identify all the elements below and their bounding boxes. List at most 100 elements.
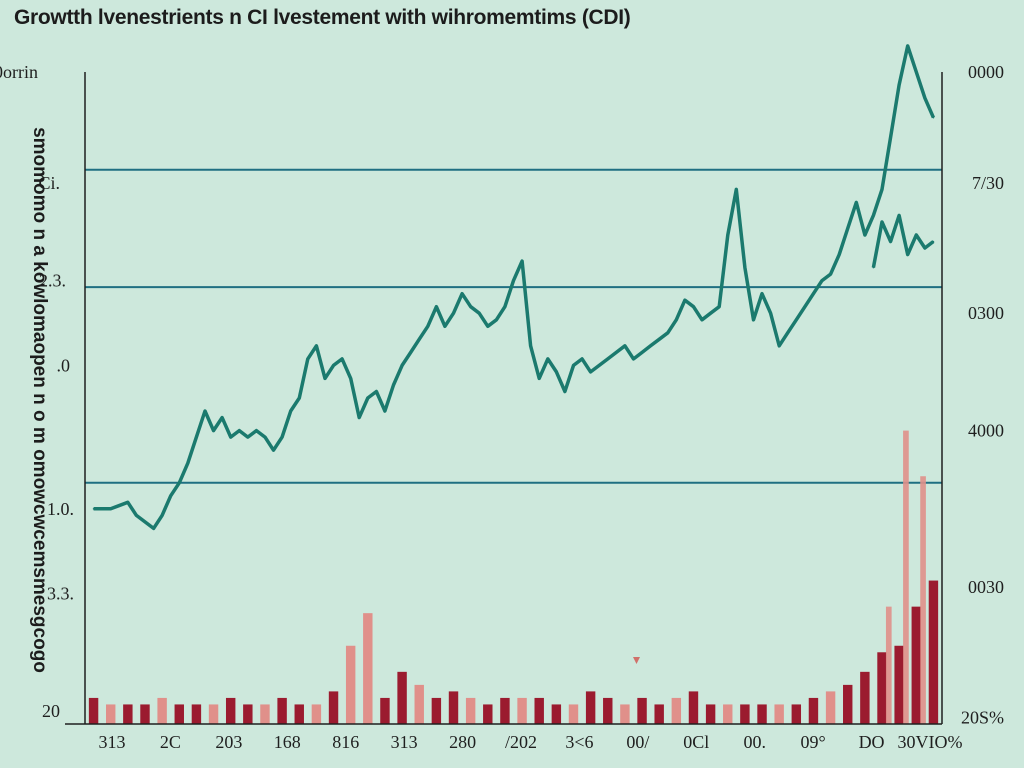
bar-highlight-47 [885, 606, 892, 724]
bar-40 [774, 704, 784, 724]
series-1-point-2 [889, 240, 892, 243]
series-0-point-54 [581, 358, 583, 360]
bar-23 [483, 704, 493, 724]
bar-33 [654, 704, 664, 724]
bar-highlight-49 [920, 476, 926, 724]
series-0-point-69 [709, 312, 712, 315]
x-tick-3: 168 [274, 732, 301, 752]
left-tick-6: 20 [42, 701, 60, 721]
series-0-point-76 [769, 312, 772, 315]
bar-31 [620, 704, 630, 724]
series-0-point-48 [529, 345, 532, 347]
series-0-point-7 [178, 481, 181, 484]
bar-7 [208, 704, 219, 724]
series-0-point-55 [589, 371, 592, 373]
x-tick-4: 816 [332, 732, 359, 752]
series-1-point-3 [898, 214, 900, 217]
series-0-point-24 [324, 377, 326, 380]
series-0-point-59 [624, 345, 626, 347]
series-0-point-23 [315, 345, 318, 347]
series-0-point-40 [461, 292, 463, 295]
left-tick-4: 1.0. [47, 499, 74, 519]
series-1-point-4 [906, 253, 909, 256]
series-0-point-70 [718, 305, 720, 308]
series-0-point-91 [898, 84, 900, 86]
marker [633, 657, 640, 664]
bar-38 [740, 704, 750, 724]
bar-22 [465, 697, 476, 724]
series-0-point-33 [401, 364, 403, 367]
series-0-point-74 [752, 318, 755, 321]
bar-36 [705, 704, 716, 724]
series-0-point-0 [92, 508, 95, 510]
series-line-0 [93, 44, 936, 531]
bar-30 [603, 697, 613, 724]
series-0-point-32 [392, 384, 395, 386]
bar-series [88, 430, 939, 724]
bar-37 [723, 704, 733, 724]
x-tick-10: 0Cl [683, 732, 709, 752]
x-tick-0: 313 [99, 732, 126, 752]
bar-0 [88, 697, 99, 724]
series-0-point-29 [367, 397, 369, 399]
x-tick-1: 2C [160, 732, 181, 752]
series-0-point-11 [212, 429, 215, 432]
bar-43 [825, 691, 836, 724]
series-0-point-46 [512, 279, 515, 282]
series-0-point-84 [838, 253, 840, 256]
right-tick-1: 7/30 [972, 173, 1004, 193]
bar-21 [448, 691, 459, 724]
bar-3 [140, 704, 150, 724]
series-0-point-66 [684, 299, 686, 302]
x-tick-6: 280 [449, 732, 476, 752]
right-tick-2: 0300 [968, 303, 1004, 323]
right-tick-4: 0030 [968, 577, 1004, 597]
bar-25 [517, 697, 527, 724]
series-0-point-2 [127, 501, 129, 504]
series-0-point-4 [152, 527, 155, 530]
line-series [92, 44, 936, 531]
series-1-point-6 [924, 247, 926, 249]
series-0-point-51 [555, 371, 558, 373]
bar-47 [894, 645, 904, 724]
series-0-point-94 [924, 97, 926, 99]
series-0-point-21 [298, 397, 301, 399]
series-0-point-79 [795, 318, 798, 321]
series-0-point-36 [427, 325, 429, 328]
series-0-point-85 [846, 227, 849, 230]
series-0-point-71 [726, 234, 729, 236]
series-0-point-90 [889, 136, 892, 138]
bar-46 [877, 652, 887, 724]
bar-13 [311, 704, 322, 724]
series-0-point-58 [615, 351, 618, 354]
series-0-point-26 [341, 358, 343, 360]
series-0-point-67 [692, 305, 695, 308]
x-tick-7: /202 [505, 732, 537, 752]
y-axis-label: smomomo n a kowlomaopen n o m omowcwcems… [29, 127, 50, 673]
series-0-point-52 [564, 390, 566, 393]
series-0-point-14 [238, 429, 241, 432]
left-tick-2: 2.3. [39, 271, 66, 291]
bar-49 [928, 580, 939, 724]
bar-11 [277, 697, 287, 724]
bar-14 [328, 691, 339, 724]
right-tick-0: 0000 [968, 62, 1004, 82]
bar-6 [191, 704, 202, 724]
series-0-point-65 [675, 318, 678, 321]
series-0-point-50 [546, 358, 549, 360]
series-0-point-92 [906, 45, 909, 47]
series-0-point-28 [358, 416, 361, 419]
series-0-point-63 [658, 338, 660, 341]
bar-19 [414, 684, 424, 724]
bar-34 [671, 697, 682, 724]
bar-2 [123, 704, 133, 724]
bar-42 [808, 697, 819, 724]
series-0-point-64 [666, 332, 669, 334]
x-tick-14: 30VIO% [898, 732, 963, 752]
series-0-point-30 [375, 390, 378, 393]
bar-45 [860, 671, 870, 724]
series-0-point-53 [572, 364, 575, 367]
series-0-point-37 [435, 305, 438, 308]
gridlines [85, 168, 942, 484]
left-tick-3: .0 [57, 355, 71, 375]
